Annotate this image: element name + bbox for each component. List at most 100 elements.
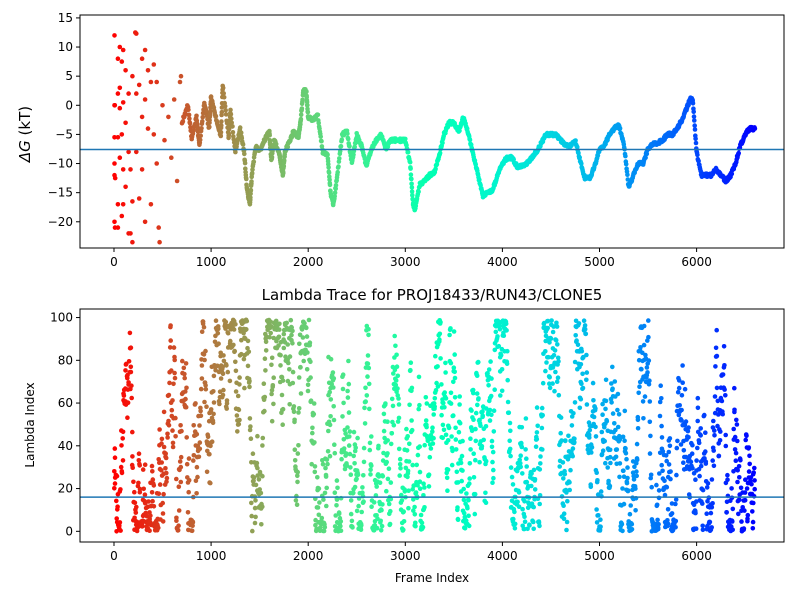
lambda-point <box>700 527 706 533</box>
lambda-point <box>334 478 340 483</box>
lambda-point <box>451 365 457 371</box>
lambda-point <box>596 513 601 518</box>
dg-point <box>145 126 151 131</box>
lambda-point <box>331 417 337 423</box>
lambda-point <box>292 447 298 453</box>
lambda-point <box>702 412 707 418</box>
lambda-point <box>361 445 367 451</box>
dg-point <box>200 119 205 124</box>
lambda-point <box>511 516 516 522</box>
lambda-point <box>128 345 134 351</box>
lambda-point <box>505 348 510 354</box>
lambda-point <box>686 425 691 430</box>
lambda-point <box>484 406 489 411</box>
lambda-point <box>681 448 687 453</box>
lambda-point <box>607 454 613 460</box>
lambda-point <box>561 503 566 509</box>
lambda-point <box>225 369 231 375</box>
lambda-point <box>354 508 360 514</box>
lambda-point <box>217 401 222 407</box>
lambda-point <box>445 488 450 494</box>
lambda-point <box>202 399 207 405</box>
lambda-point <box>393 343 398 349</box>
lambda-point <box>635 414 641 420</box>
lambda-point <box>148 513 153 518</box>
lambda-point <box>257 487 263 492</box>
lambda-point <box>157 482 163 487</box>
lambda-point <box>197 423 202 428</box>
dg-point <box>318 134 324 139</box>
lambda-point <box>750 526 756 531</box>
lambda-point <box>339 456 344 462</box>
lambda-point <box>489 412 494 418</box>
lambda-point <box>570 453 575 459</box>
lambda-point <box>695 418 700 424</box>
lambda-point <box>675 438 680 444</box>
lambda-point <box>178 479 184 485</box>
lambda-point <box>251 475 257 480</box>
lambda-point <box>340 372 346 378</box>
lambda-point <box>562 471 568 477</box>
lambda-point <box>447 332 452 338</box>
lambda-point <box>703 430 708 436</box>
lambda-point <box>455 517 461 522</box>
lambda-point <box>245 363 251 369</box>
lambda-point <box>742 490 748 495</box>
lambda-point <box>412 512 418 517</box>
lambda-point <box>587 427 593 433</box>
lambda-point <box>344 463 350 469</box>
lambda-point <box>744 433 749 439</box>
lambda-point <box>183 361 189 366</box>
lambda-point <box>381 411 387 417</box>
lambda-point <box>700 501 705 506</box>
lambda-point <box>733 458 739 464</box>
lambda-point <box>629 521 635 527</box>
lambda-point <box>269 391 274 397</box>
lambda-point <box>537 523 542 529</box>
dg-point <box>305 102 310 108</box>
lambda-point <box>460 438 465 444</box>
lambda-point <box>173 415 178 421</box>
lambda-point <box>191 453 197 458</box>
lambda-point <box>117 520 123 525</box>
lambda-point <box>349 518 355 524</box>
lambda-point <box>391 422 397 428</box>
lambda-point <box>367 440 373 446</box>
lambda-point <box>504 361 510 367</box>
lambda-point <box>730 519 735 524</box>
lambda-point <box>132 500 138 506</box>
lambda-point <box>129 383 134 389</box>
lambda-point <box>441 427 447 433</box>
lambda-point <box>674 472 679 478</box>
lambda-point <box>407 441 412 447</box>
lambda-point <box>300 335 306 340</box>
lambda-point <box>306 317 312 323</box>
lambda-point <box>197 440 203 445</box>
lambda-point <box>508 428 513 434</box>
lambda-point <box>173 434 178 439</box>
lambda-point <box>644 365 650 370</box>
lambda-point <box>532 487 538 492</box>
lambda-point <box>677 403 682 408</box>
dg-point <box>221 95 227 100</box>
lambda-point <box>177 459 183 464</box>
dg-y-tick-label: −20 <box>48 215 73 229</box>
lambda-point <box>547 340 552 345</box>
lambda-point <box>752 478 757 483</box>
lambda-point <box>598 489 604 494</box>
lambda-point <box>392 333 398 339</box>
lambda-point <box>396 402 402 407</box>
lambda-point <box>397 462 403 467</box>
lambda-point <box>170 428 175 433</box>
lambda-point <box>424 401 430 406</box>
lambda-point <box>362 421 368 426</box>
lambda-point <box>289 332 294 338</box>
lambda-point <box>112 481 118 486</box>
lambda-point <box>529 483 534 489</box>
lambda-point <box>474 391 480 396</box>
lambda-point <box>382 435 387 441</box>
dg-point <box>112 103 118 108</box>
lambda-point <box>723 393 728 398</box>
lambda-point <box>473 457 478 463</box>
lambda-point <box>190 523 195 528</box>
